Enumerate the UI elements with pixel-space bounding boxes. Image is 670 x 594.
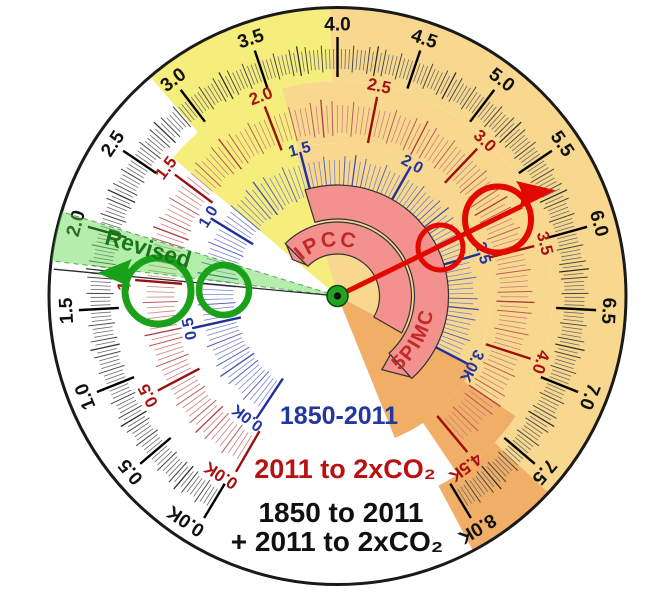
dial-rim [47, 6, 628, 586]
red-arrowhead [516, 181, 556, 210]
future-tick-label: 2.5 [366, 74, 393, 97]
sector-wheat [329, 7, 627, 493]
legend: 1850-2011 2011 to 2xCO₂ 1850 to 2011 + 2… [231, 402, 443, 557]
green-arrowhead [97, 259, 132, 287]
total-tick-label: 1.5 [56, 297, 78, 325]
green-ring [195, 261, 253, 319]
needles [53, 181, 556, 328]
total-scale [78, 37, 597, 519]
red-needle [336, 181, 556, 299]
future-scale [135, 96, 535, 473]
observed-scale [193, 153, 479, 420]
ipcc-band-tip [285, 244, 307, 266]
observed-tick-label: 0.5 [179, 316, 200, 341]
legend-future: 2011 to 2xCO₂ [254, 454, 436, 484]
legend-total-line1: 1850 to 2011 [258, 497, 423, 528]
sector-lemon [150, 7, 332, 133]
sector-dkorange [423, 381, 516, 475]
sector-dkorange [438, 442, 549, 551]
cmip5-band-tip [381, 354, 412, 378]
revised-uncertainty-wedge [51, 211, 338, 297]
wedge-edge-dashed [51, 260, 338, 297]
legend-total-line2: + 2011 to 2xCO₂ [231, 526, 443, 557]
green-ring [121, 254, 195, 328]
sector-wheat [281, 81, 553, 417]
legend-observed: 1850-2011 [280, 402, 398, 430]
total-tick-label: 4.0 [324, 15, 350, 36]
total-tick-label: 6.5 [597, 297, 619, 325]
revised-needle [53, 254, 338, 328]
revised-wedge [51, 211, 338, 296]
scale-ticks [78, 37, 597, 519]
wedge-edge-dashed [61, 211, 338, 297]
observed-tick-label: 1.5 [287, 139, 313, 161]
red-ring [462, 183, 534, 256]
hub-center-dot [333, 292, 342, 300]
red-ring [415, 222, 466, 273]
